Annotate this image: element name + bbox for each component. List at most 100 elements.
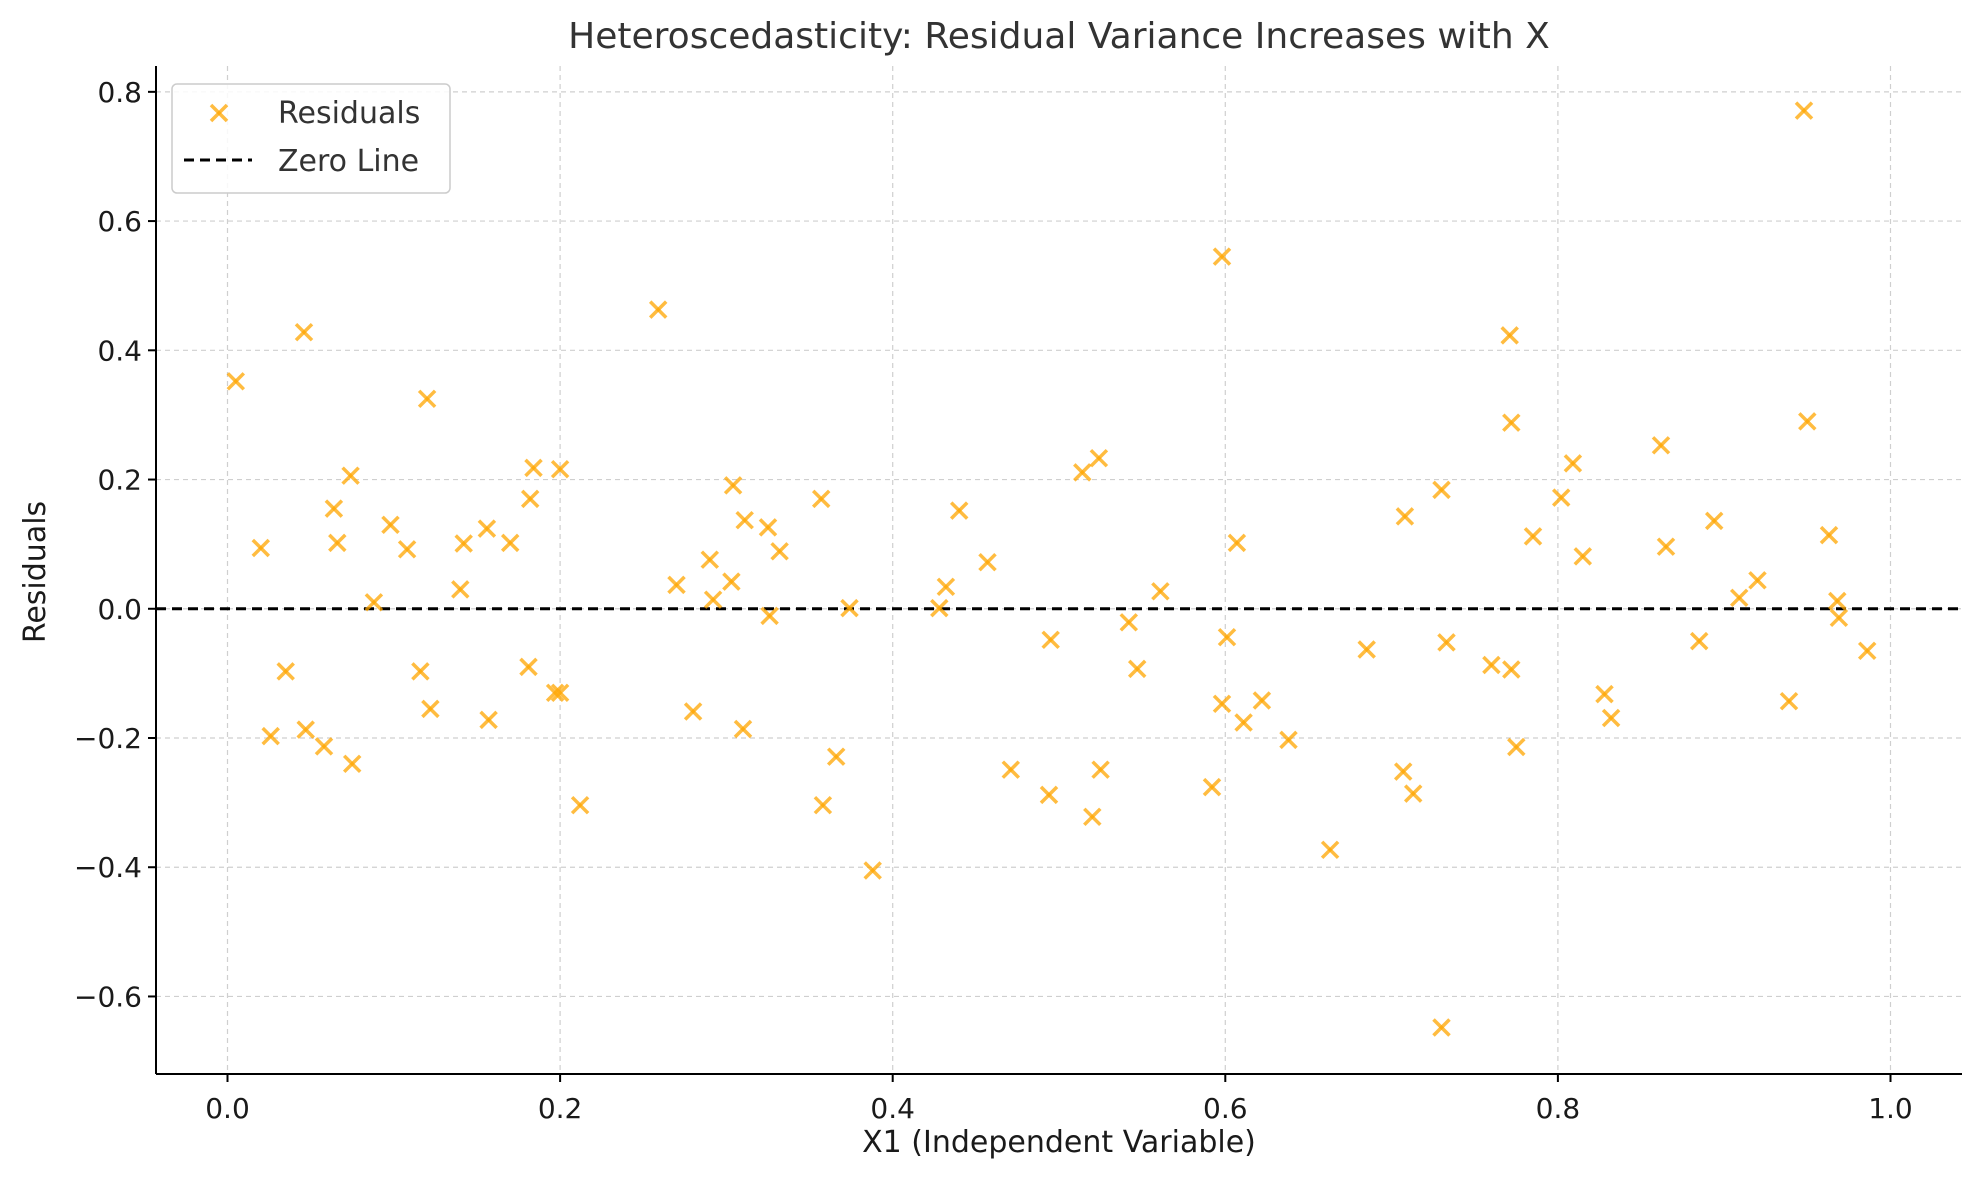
data-point	[1551, 488, 1571, 507]
data-point	[1779, 691, 1799, 711]
data-point	[1227, 533, 1247, 553]
data-point	[733, 719, 753, 739]
data-point	[1828, 591, 1847, 611]
data-point	[1252, 691, 1272, 710]
data-point	[723, 476, 743, 495]
data-point	[341, 466, 360, 485]
data-point	[1041, 630, 1060, 650]
data-point	[978, 552, 997, 572]
data-point	[545, 683, 565, 703]
data-point	[1689, 631, 1709, 651]
data-point	[226, 372, 246, 391]
data-point	[451, 580, 470, 599]
data-point	[1829, 608, 1849, 628]
x-axis-ticks: 0.0 0.2 0.4 0.6 0.8 1.0	[205, 1074, 1913, 1125]
data-point	[381, 515, 400, 535]
data-point	[683, 702, 703, 721]
grid-lines	[156, 66, 1962, 1074]
data-point	[1729, 588, 1749, 608]
x-tick-label: 1.0	[1868, 1092, 1913, 1125]
data-point	[570, 795, 590, 815]
data-point	[1212, 247, 1232, 266]
data-point	[454, 534, 473, 553]
data-point	[1563, 454, 1583, 473]
x-tick-label: 0.8	[1536, 1092, 1581, 1125]
y-axis-ticks: −0.6 −0.4 −0.2 0.0 0.2 0.4 0.6 0.8	[74, 76, 156, 1013]
data-point	[735, 510, 754, 530]
legend-marker-x-icon	[209, 103, 229, 123]
data-point	[550, 683, 570, 703]
data-point	[520, 489, 540, 509]
data-point	[1073, 463, 1092, 482]
data-point	[1212, 694, 1232, 714]
data-point	[863, 861, 882, 880]
data-point	[421, 699, 440, 719]
y-axis-label: Residuals	[18, 501, 53, 643]
data-point	[949, 501, 969, 520]
data-point	[1083, 807, 1102, 827]
data-point	[1089, 448, 1109, 468]
x-tick-label: 0.2	[538, 1092, 583, 1125]
data-point	[722, 572, 741, 591]
data-point	[811, 489, 831, 509]
data-point	[758, 518, 778, 537]
x-tick-label: 0.0	[205, 1092, 250, 1125]
y-tick-label: −0.6	[74, 980, 142, 1013]
data-point	[813, 795, 833, 815]
y-tick-label: 0.0	[97, 593, 142, 626]
data-point	[364, 593, 384, 612]
legend-label-zero-line: Zero Line	[278, 144, 419, 179]
data-point	[1234, 713, 1253, 732]
data-point	[1039, 785, 1059, 805]
data-point	[1601, 708, 1621, 728]
y-tick-label: 0.2	[97, 464, 142, 497]
data-point	[276, 662, 295, 681]
data-point	[1502, 660, 1521, 679]
data-point	[1595, 684, 1614, 704]
data-point	[1279, 730, 1298, 750]
y-tick-label: 0.4	[97, 334, 142, 367]
data-point	[342, 754, 362, 774]
data-point	[1432, 480, 1451, 500]
data-point	[1357, 640, 1376, 659]
data-point	[251, 538, 271, 558]
data-point	[1798, 412, 1817, 431]
data-point	[667, 575, 686, 595]
legend-label-residuals: Residuals	[278, 96, 420, 131]
data-point	[648, 300, 668, 319]
data-point	[1523, 527, 1543, 546]
data-point	[1656, 537, 1676, 556]
y-tick-label: 0.6	[97, 205, 142, 238]
y-tick-label: 0.8	[97, 76, 142, 109]
x-axis-label: X1 (Independent Variable)	[862, 1125, 1256, 1160]
data-point	[1437, 633, 1456, 652]
data-point	[1502, 413, 1521, 432]
data-point	[411, 662, 430, 681]
y-tick-label: −0.2	[74, 722, 142, 755]
data-point	[324, 499, 344, 518]
data-point	[1403, 784, 1423, 803]
x-tick-label: 0.6	[1203, 1092, 1248, 1125]
data-point	[550, 459, 570, 479]
data-point	[760, 606, 779, 626]
data-point	[1432, 1018, 1451, 1037]
data-point	[1127, 659, 1147, 679]
data-point	[770, 542, 789, 561]
data-points	[226, 101, 1877, 1037]
chart-title: Heteroscedasticity: Residual Variance In…	[568, 16, 1550, 57]
data-point	[519, 657, 538, 677]
data-point	[500, 533, 520, 553]
x-tick-label: 0.4	[870, 1092, 915, 1125]
y-tick-label: −0.4	[74, 851, 142, 884]
data-point	[936, 577, 956, 597]
data-point	[930, 598, 949, 618]
data-point	[1857, 641, 1877, 661]
data-point	[1573, 547, 1593, 566]
data-point	[1819, 525, 1839, 545]
data-point	[703, 590, 723, 609]
data-point	[1395, 507, 1415, 526]
data-point	[1748, 571, 1767, 590]
data-point	[1507, 737, 1526, 757]
data-point	[397, 540, 417, 559]
